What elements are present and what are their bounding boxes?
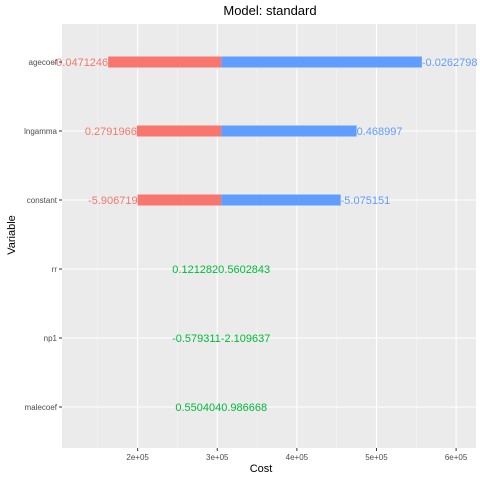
y-tick-label: agecoef bbox=[29, 58, 58, 67]
chart-title: Model: standard bbox=[223, 3, 316, 18]
x-axis: 2e+05 3e+05 4e+05 5e+05 6e+05 bbox=[126, 448, 468, 462]
value-label-low-constant: -5.906719 bbox=[88, 195, 138, 207]
x-tick-label: 5e+05 bbox=[365, 453, 388, 462]
x-tick-label: 4e+05 bbox=[286, 453, 309, 462]
minor-gridlines bbox=[97, 24, 417, 448]
value-labels: -0.0471246 -0.0262798 0.2791966 0.468997 -5.… bbox=[53, 57, 478, 414]
value-label-center-rr: 0.1212820.5602843 bbox=[172, 264, 270, 276]
bar-low-constant bbox=[137, 194, 222, 206]
value-label-high-agecoef: -0.0262798 bbox=[422, 57, 478, 69]
y-tick-label: np1 bbox=[44, 334, 58, 343]
value-label-low-lngamma: 0.2791966 bbox=[85, 126, 137, 138]
bar-low-agecoef bbox=[108, 56, 222, 68]
y-axis: agecoef lngamma constant rr np1 malecoef bbox=[24, 58, 62, 412]
value-label-low-agecoef: -0.0471246 bbox=[53, 57, 109, 69]
value-label-center-malecoef: 0.5504040.986668 bbox=[175, 402, 267, 414]
bars bbox=[108, 56, 422, 206]
value-label-high-constant: -5.075151 bbox=[341, 195, 391, 207]
x-tick-label: 2e+05 bbox=[126, 453, 149, 462]
x-tick-label: 3e+05 bbox=[206, 453, 229, 462]
value-label-high-lngamma: 0.468997 bbox=[357, 126, 403, 138]
bar-high-agecoef bbox=[221, 56, 422, 68]
plot-panel bbox=[62, 24, 476, 448]
x-tick-label: 6e+05 bbox=[445, 453, 468, 462]
bar-low-lngamma bbox=[136, 125, 222, 137]
y-tick-label: constant bbox=[27, 196, 58, 205]
y-tick-label: rr bbox=[52, 265, 58, 274]
x-axis-title: Cost bbox=[250, 463, 273, 475]
y-tick-label: malecoef bbox=[25, 403, 58, 412]
bar-high-lngamma bbox=[221, 125, 357, 137]
bar-high-constant bbox=[221, 194, 341, 206]
y-axis-title: Variable bbox=[6, 215, 18, 255]
y-tick-label: lngamma bbox=[24, 127, 57, 136]
value-label-center-np1: -0.579311-2.109637 bbox=[172, 333, 270, 345]
